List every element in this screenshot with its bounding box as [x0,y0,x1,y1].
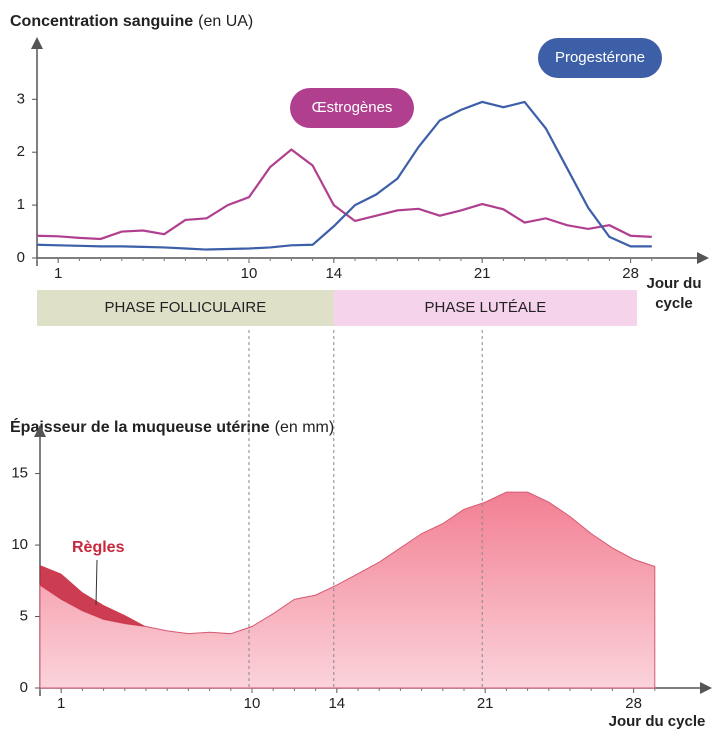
legend-label: Œstrogènes [312,99,393,116]
x-tick-label: 14 [325,265,342,282]
x-tick-label: 10 [244,695,261,712]
y-tick-label: 2 [17,143,25,160]
chart-title: Concentration sanguine (en UA) [10,13,253,30]
y-tick-label: 3 [17,90,25,107]
legend-label: Progestérone [555,49,645,66]
area [40,492,655,688]
x-tick-label: 21 [474,265,491,282]
title-text: Épaisseur de la muqueuse utérine [10,417,270,436]
title-unit: (en UA) [198,13,253,30]
x-tick-label: 1 [54,265,62,282]
phase-label: PHASE LUTÉALE [425,299,547,316]
page: {"chart_data": [ {"type": "line", "title… [0,0,724,733]
y-tick-label: 1 [17,196,25,213]
chart: Concentration sanguine(en UA)01231101421… [0,0,724,733]
y-tick-label: 10 [11,536,28,553]
title-unit: (en mm) [275,419,335,436]
title-text: Concentration sanguine [10,13,193,30]
x-tick-label: 28 [625,695,642,712]
phase-label: PHASE FOLLICULAIRE [105,299,267,316]
y-tick-label: 5 [20,607,28,624]
leader [96,560,97,605]
x-tick-label: 1 [57,695,65,712]
x-tick-label: 21 [477,695,494,712]
x-axis-label: Jour du cycle [634,274,714,314]
x-axis-label: Jour du cycle [590,712,724,732]
x-tick-label: 10 [241,265,258,282]
y-tick-label: 0 [17,249,25,266]
y-tick-label: 0 [20,679,28,696]
x-tick-label: 14 [328,695,345,712]
line [37,150,652,239]
y-tick-label: 15 [11,465,28,482]
chart-title: Épaisseur de la muqueuse utérine (en mm) [10,417,334,436]
menses-label: Règles [72,539,125,556]
